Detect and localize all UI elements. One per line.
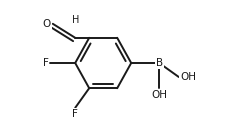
Text: OH: OH [151,90,167,100]
Text: OH: OH [180,72,196,82]
Text: H: H [72,15,79,25]
Text: F: F [72,109,78,119]
Text: B: B [156,58,163,68]
Text: F: F [43,58,49,68]
Text: O: O [42,19,51,29]
